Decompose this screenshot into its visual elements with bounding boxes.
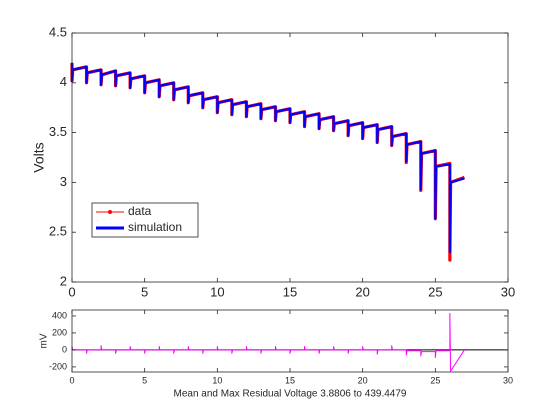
x-tick-label: 10 [212,375,222,385]
y-tick-label: 3.5 [49,124,67,139]
x-tick-label: 30 [503,375,513,385]
series-line [71,312,465,372]
legend-box [91,202,199,238]
y-axis-label: Volts [31,142,47,172]
x-tick-label: 15 [285,375,295,385]
x-tick-label: 0 [69,375,74,385]
x-tick-label: 25 [428,284,442,299]
x-tick-label: 20 [355,284,369,299]
x-tick-label: 0 [68,284,75,299]
y-tick-label: 400 [52,310,67,320]
y-tick-label: 0 [62,344,67,354]
x-tick-label: 30 [501,284,515,299]
x-tick-label: 25 [430,375,440,385]
legend-label: data [128,204,152,218]
y-tick-label: -200 [49,361,67,371]
y-tick-label: 2.5 [49,224,67,239]
x-tick-label: 10 [210,284,224,299]
y-tick-label: 4.5 [49,24,67,39]
x-tick-label: 15 [283,284,297,299]
y-tick-label: 200 [52,327,67,337]
legend-marker [108,210,112,214]
y-tick-label: 4 [60,74,67,89]
series-line [70,62,465,254]
y-tick-label: 2 [60,273,67,288]
x-axis-label: Mean and Max Residual Voltage 3.8806 to … [174,389,407,400]
y-tick-label: 3 [60,174,67,189]
x-tick-label: 20 [358,375,368,385]
x-tick-label: 5 [141,284,148,299]
y-axis-label: mV [39,333,50,348]
x-tick-label: 5 [142,375,147,385]
legend-label: simulation [128,220,182,234]
